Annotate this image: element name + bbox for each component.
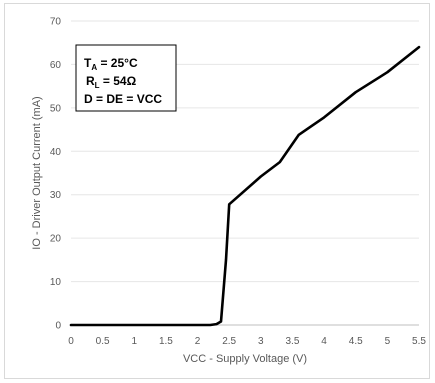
y-axis-title: IO - Driver Output Current (mA) [31, 96, 43, 249]
y-tick-label: 60 [50, 60, 62, 71]
y-tick-label: 20 [50, 234, 62, 245]
y-tick-label: 10 [50, 277, 62, 288]
y-tick-label: 30 [50, 190, 62, 201]
annotation-temperature: TA = 25°C [84, 56, 138, 72]
chart-frame [4, 3, 430, 379]
x-tick-label: 0.5 [96, 336, 110, 347]
x-tick-label: 2 [195, 336, 201, 347]
x-tick-label: 1.5 [159, 336, 173, 347]
x-tick-label: 5.5 [412, 336, 426, 347]
x-tick-label: 4 [321, 336, 327, 347]
annotation-border [75, 44, 177, 112]
annotation-enable: D = DE = VCC [84, 92, 162, 106]
x-tick-label: 5 [385, 336, 391, 347]
y-tick-label: 50 [50, 103, 62, 114]
x-tick-labels: 0 0.5 1 1.5 2 2.5 3 3.5 4 4.5 5 5.5 [68, 336, 426, 347]
y-tick-labels: 0 10 20 30 40 50 60 70 [50, 17, 62, 332]
series-line-0 [69, 45, 421, 327]
x-tick-label: 3 [258, 336, 264, 347]
x-tick-label: 4.5 [349, 336, 363, 347]
y-tick-label: 70 [50, 17, 62, 28]
y-tick-label: 40 [50, 147, 62, 158]
annotation-load-resistance: RL = 54Ω [86, 74, 137, 90]
x-tick-label: 3.5 [286, 336, 300, 347]
x-axis-title: VCC - Supply Voltage (V) [183, 353, 307, 365]
data-series [69, 45, 421, 327]
x-tick-label: 1 [131, 336, 137, 347]
annotation-box: TA = 25°C RL = 54Ω D = DE = VCC [75, 44, 177, 112]
x-tick-label: 2.5 [222, 336, 236, 347]
y-tick-label: 0 [55, 321, 61, 332]
x-tick-label: 0 [68, 336, 74, 347]
